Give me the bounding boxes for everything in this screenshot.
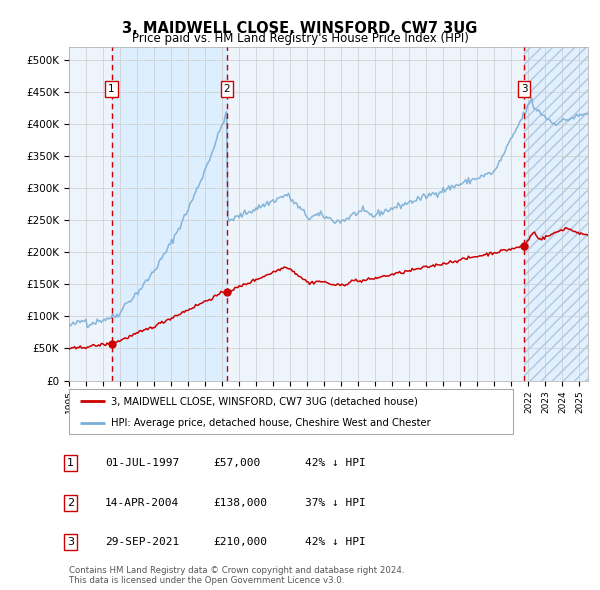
Text: Contains HM Land Registry data © Crown copyright and database right 2024.
This d: Contains HM Land Registry data © Crown c…: [69, 566, 404, 585]
Text: 3: 3: [67, 537, 74, 546]
Bar: [524, 47, 588, 381]
Text: £138,000: £138,000: [213, 498, 267, 507]
Text: 14-APR-2004: 14-APR-2004: [105, 498, 179, 507]
Text: 37% ↓ HPI: 37% ↓ HPI: [305, 498, 365, 507]
Text: 1: 1: [108, 84, 115, 94]
Text: 3, MAIDWELL CLOSE, WINSFORD, CW7 3UG: 3, MAIDWELL CLOSE, WINSFORD, CW7 3UG: [122, 21, 478, 35]
Text: 01-JUL-1997: 01-JUL-1997: [105, 458, 179, 468]
FancyBboxPatch shape: [69, 389, 513, 434]
Text: 42% ↓ HPI: 42% ↓ HPI: [305, 458, 365, 468]
Text: £57,000: £57,000: [213, 458, 260, 468]
Text: 29-SEP-2021: 29-SEP-2021: [105, 537, 179, 546]
Text: 1: 1: [67, 458, 74, 468]
Text: 3: 3: [521, 84, 527, 94]
Bar: [524, 47, 588, 381]
Bar: [112, 47, 227, 381]
Text: 2: 2: [67, 498, 74, 507]
Text: 42% ↓ HPI: 42% ↓ HPI: [305, 537, 365, 546]
Text: HPI: Average price, detached house, Cheshire West and Chester: HPI: Average price, detached house, Ches…: [111, 418, 431, 428]
Text: 3, MAIDWELL CLOSE, WINSFORD, CW7 3UG (detached house): 3, MAIDWELL CLOSE, WINSFORD, CW7 3UG (de…: [111, 396, 418, 407]
Text: 2: 2: [224, 84, 230, 94]
Text: Price paid vs. HM Land Registry's House Price Index (HPI): Price paid vs. HM Land Registry's House …: [131, 32, 469, 45]
Text: £210,000: £210,000: [213, 537, 267, 546]
